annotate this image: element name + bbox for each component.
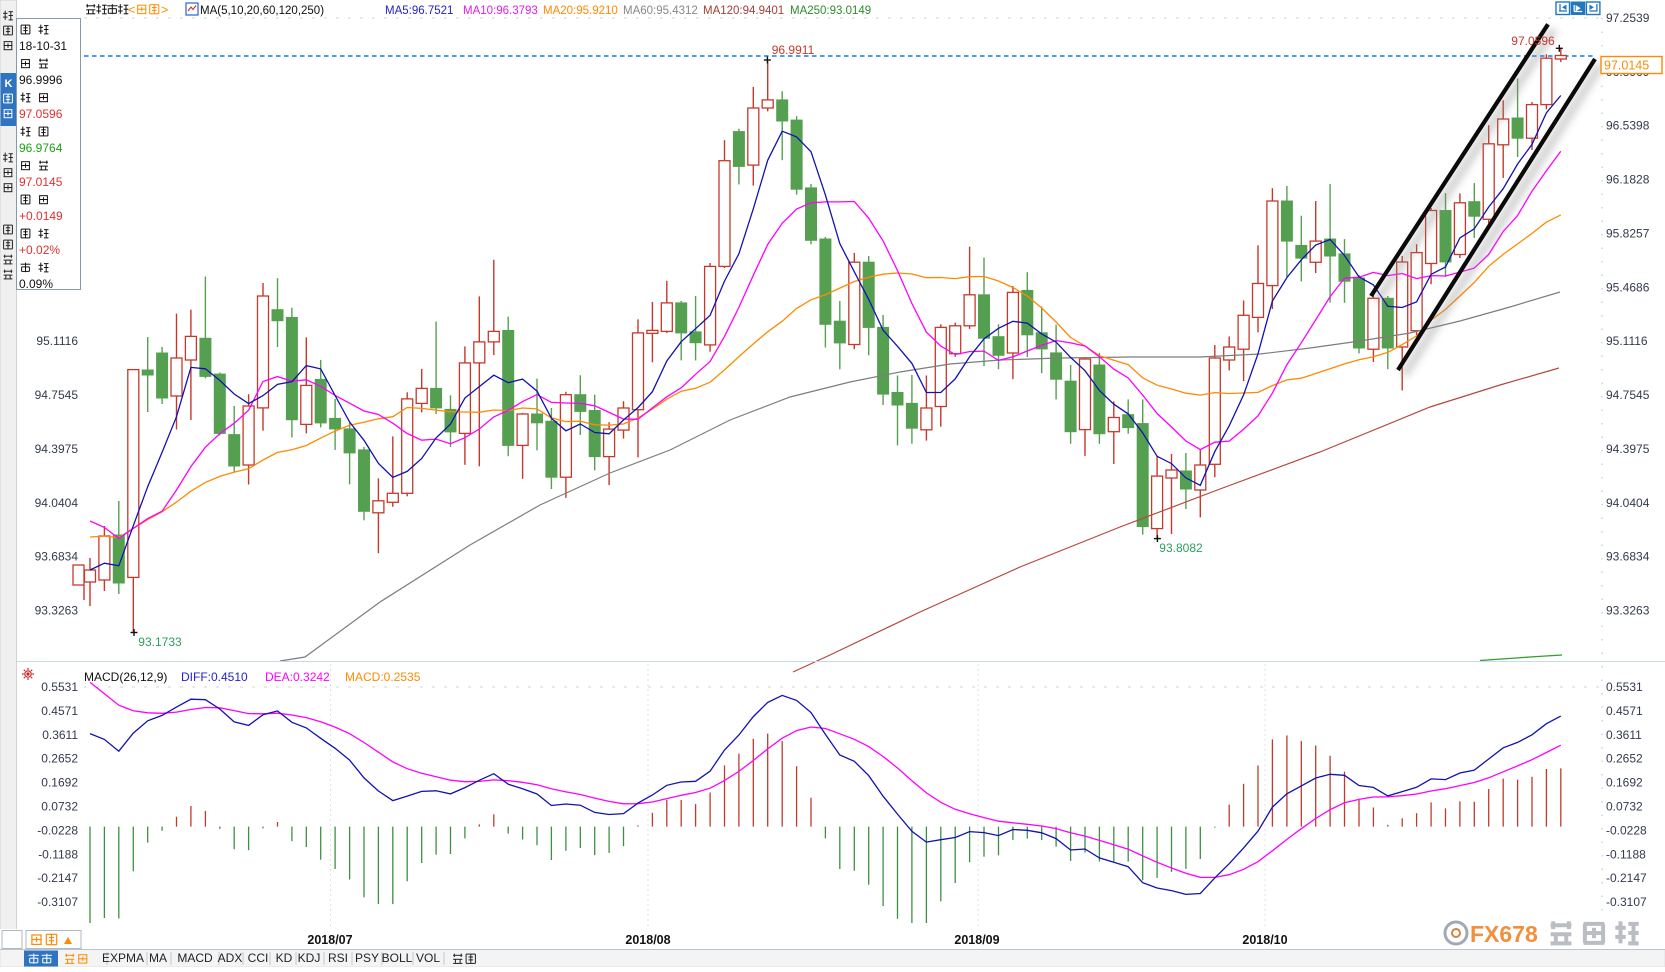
- svg-text:-0.0228: -0.0228: [1606, 823, 1647, 837]
- svg-text:KD: KD: [276, 951, 293, 965]
- svg-text:95.8257: 95.8257: [1606, 227, 1650, 241]
- svg-text:-0.1188: -0.1188: [1606, 847, 1646, 861]
- svg-text:EXPMA: EXPMA: [102, 951, 144, 965]
- svg-text:93.1733: 93.1733: [138, 635, 182, 649]
- svg-text:0.5531: 0.5531: [1606, 680, 1643, 694]
- svg-text:94.3975: 94.3975: [35, 442, 79, 456]
- svg-text:93.6834: 93.6834: [1606, 550, 1650, 564]
- svg-text:MACD: MACD: [177, 951, 213, 965]
- svg-text:96.9911: 96.9911: [772, 43, 815, 57]
- svg-text:97.2539: 97.2539: [1606, 11, 1650, 25]
- svg-text:MA20:95.9210: MA20:95.9210: [543, 5, 618, 17]
- svg-text:0.5531: 0.5531: [41, 680, 78, 694]
- svg-text:93.8082: 93.8082: [1159, 541, 1203, 555]
- svg-text:MA: MA: [149, 951, 167, 965]
- svg-text:-0.3107: -0.3107: [1606, 895, 1647, 909]
- svg-text:MACD:0.2535: MACD:0.2535: [345, 670, 421, 684]
- svg-text:95.1116: 95.1116: [1606, 334, 1648, 348]
- svg-text:94.0404: 94.0404: [35, 496, 79, 510]
- svg-text:2018/10: 2018/10: [1242, 933, 1287, 947]
- svg-text:DIFF:0.4510: DIFF:0.4510: [181, 670, 248, 684]
- svg-text:93.3263: 93.3263: [1606, 604, 1650, 618]
- svg-text:RSI: RSI: [328, 951, 348, 965]
- svg-text:94.7545: 94.7545: [1606, 388, 1650, 402]
- svg-text:97.0145: 97.0145: [1604, 59, 1649, 73]
- svg-text:94.3975: 94.3975: [1606, 442, 1650, 456]
- svg-text:0.1692: 0.1692: [1606, 776, 1643, 790]
- svg-text:0.1692: 0.1692: [41, 776, 78, 790]
- svg-text:-0.1188: -0.1188: [38, 847, 78, 861]
- svg-text:0.3611: 0.3611: [1606, 728, 1642, 742]
- svg-text:2018/08: 2018/08: [625, 933, 670, 947]
- svg-text:FX678: FX678: [1470, 921, 1538, 947]
- svg-text:MA250:93.0149: MA250:93.0149: [790, 5, 871, 17]
- svg-text:MA10:96.3793: MA10:96.3793: [463, 5, 538, 17]
- svg-text:-0.3107: -0.3107: [37, 895, 78, 909]
- svg-text:0.3611: 0.3611: [42, 728, 78, 742]
- svg-text:+0.02%: +0.02%: [19, 243, 60, 257]
- svg-text:MA60:95.4312: MA60:95.4312: [623, 5, 698, 17]
- svg-text:0.0732: 0.0732: [41, 800, 78, 814]
- svg-text:MACD(26,12,9): MACD(26,12,9): [84, 670, 167, 684]
- svg-text:VOL: VOL: [416, 951, 440, 965]
- svg-text:+0.0149: +0.0149: [19, 209, 63, 223]
- svg-text:0.2652: 0.2652: [41, 752, 78, 766]
- svg-text:0.4571: 0.4571: [1606, 704, 1643, 718]
- svg-text:96.1828: 96.1828: [1606, 173, 1650, 187]
- svg-text:0.4571: 0.4571: [41, 704, 78, 718]
- svg-text:94.0404: 94.0404: [1606, 496, 1650, 510]
- svg-text:97.0596: 97.0596: [1511, 34, 1555, 48]
- svg-text:93.6834: 93.6834: [35, 550, 79, 564]
- svg-text:MA5:96.7521: MA5:96.7521: [385, 5, 453, 17]
- svg-text:96.9764: 96.9764: [19, 141, 63, 155]
- svg-text:-0.0228: -0.0228: [37, 823, 78, 837]
- svg-text:96.9996: 96.9996: [19, 73, 63, 87]
- svg-text:97.0145: 97.0145: [19, 175, 63, 189]
- svg-text:2018/09: 2018/09: [954, 933, 999, 947]
- svg-text:>: >: [161, 3, 168, 17]
- svg-text:-0.2147: -0.2147: [1606, 871, 1647, 885]
- svg-text:96.5398: 96.5398: [1606, 119, 1650, 133]
- svg-text:93.3263: 93.3263: [35, 604, 79, 618]
- svg-text:KDJ: KDJ: [298, 951, 321, 965]
- svg-text:94.7545: 94.7545: [35, 388, 79, 402]
- svg-text:MA(5,10,20,60,120,250): MA(5,10,20,60,120,250): [200, 5, 324, 17]
- svg-text:0.2652: 0.2652: [1606, 752, 1643, 766]
- svg-text:CCI: CCI: [248, 951, 269, 965]
- svg-text:0.0732: 0.0732: [1606, 800, 1643, 814]
- svg-text:97.0596: 97.0596: [19, 107, 63, 121]
- svg-text:2018/07: 2018/07: [307, 933, 352, 947]
- svg-text:0.09%: 0.09%: [19, 277, 53, 291]
- svg-text:95.4686: 95.4686: [1606, 280, 1650, 294]
- svg-text:DEA:0.3242: DEA:0.3242: [265, 670, 330, 684]
- svg-text:95.1116: 95.1116: [36, 334, 78, 348]
- svg-text:BOLL: BOLL: [382, 951, 413, 965]
- svg-text:-0.2147: -0.2147: [37, 871, 78, 885]
- svg-text:PSY: PSY: [355, 951, 379, 965]
- svg-text:MA120:94.9401: MA120:94.9401: [703, 5, 784, 17]
- svg-text:<: <: [128, 3, 135, 17]
- svg-text:ADX: ADX: [218, 951, 243, 965]
- svg-text:K: K: [5, 78, 13, 90]
- svg-text:18-10-31: 18-10-31: [19, 39, 67, 53]
